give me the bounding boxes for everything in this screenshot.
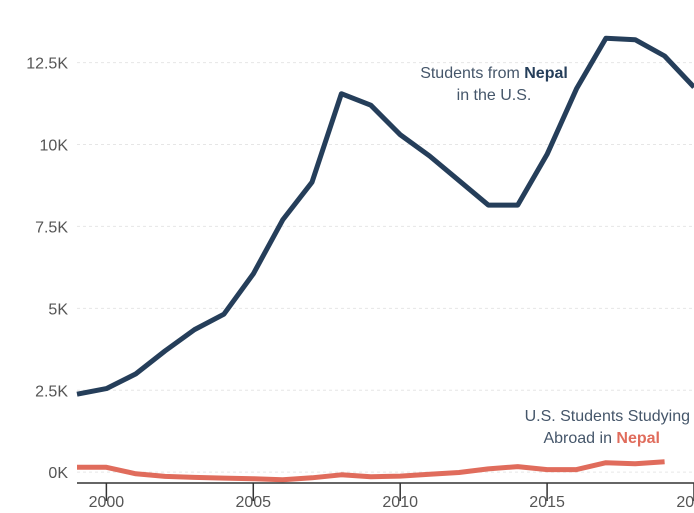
y-tick-label: 2.5K [35,383,68,400]
grid-lines [77,62,694,473]
x-tick-label: 2010 [382,494,418,511]
annotation-nepal-in-us-line2: in the U.S. [457,87,532,104]
annotation-us-in-nepal-line1: U.S. Students Studying [525,408,690,425]
annotation-us-in-nepal-line2: Abroad in Nepal [543,430,660,447]
x-tick-label: 2015 [529,494,565,511]
series-line-nepal_in_us [76,35,694,397]
y-tick-label: 0K [48,465,68,482]
x-tick-label: 2020 [676,494,694,511]
y-tick-label: 7.5K [35,219,68,236]
y-tick-label: 10K [40,138,69,155]
y-tick-label: 5K [48,301,68,318]
annotation-nepal-in-us-line1: Students from Nepal [420,65,568,82]
x-tick-label: 2005 [235,494,271,511]
x-axis: 2000 2005 2010 2015 2020 [77,482,694,511]
x-tick-label: 2000 [89,494,125,511]
y-axis: 0K 2.5K 5K 7.5K 10K 12.5K [26,56,68,483]
y-tick-label: 12.5K [26,56,68,73]
series-lines [76,35,694,483]
series-line-us_in_nepal [77,459,665,483]
